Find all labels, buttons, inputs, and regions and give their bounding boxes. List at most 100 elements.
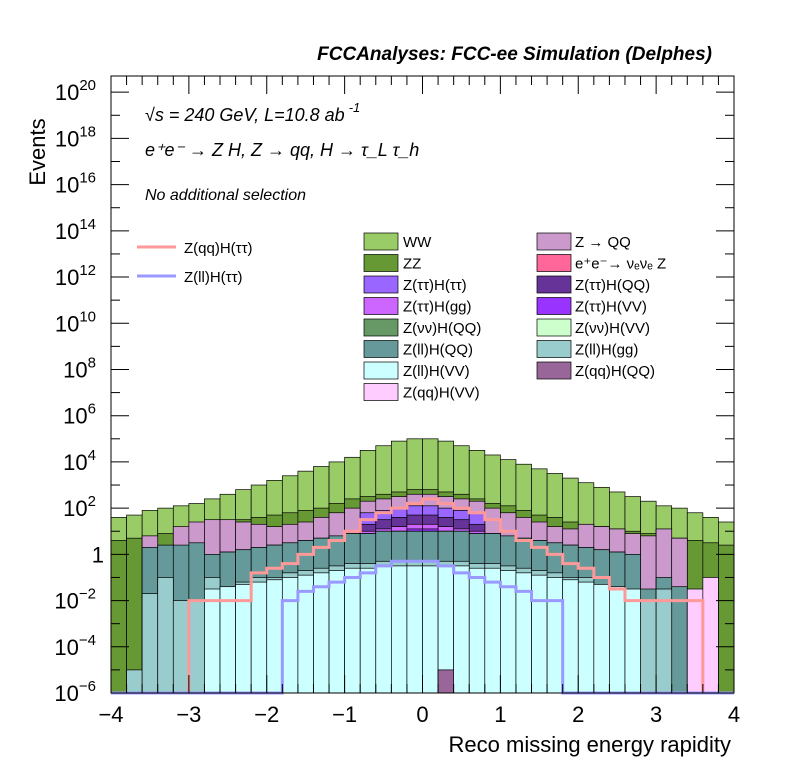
bar-z-ll-h-vv-33 [624,588,641,694]
legend-label: Z(ττ)H(QQ) [575,277,650,294]
bar-z-ll-h-vv-12 [297,574,314,694]
bar-z-ll-h-vv-13 [313,572,330,694]
bar-z-ll-h-vv-23 [468,567,486,694]
bar-z-ll-h-vv-16 [359,567,377,694]
x-tick-label: 2 [572,702,584,727]
x-tick-label: 4 [728,702,740,727]
bar-z-ll-h-vv-29 [562,579,579,694]
bar-z-ll-h-qq-36 [671,586,688,694]
legend-swatch-ww [363,232,399,251]
bar-z-ll-h-vv-6 [204,588,221,694]
bar-z-ll-h-vv-31 [593,584,610,694]
bar-z-ll-h-gg-5 [188,600,205,694]
bar-z-ll-h-vv-28 [546,577,564,694]
legend-swatch-z-h-qq [536,275,572,294]
legend-swatch-z-h-vv [536,318,572,337]
y-tick-label: 106 [63,401,96,429]
series-z-qq-h-qq [437,669,455,694]
legend-swatch-z-h-qq [363,318,399,337]
y-tick-label: 1016 [55,170,96,198]
bar-z-ll-h-vv-27 [531,574,548,694]
energy-annotation: √s = 240 GeV, L=10.8 ab -1 [145,100,360,125]
bar-z-ll-h-vv-20 [422,565,439,694]
bar-z-ll-h-vv-25 [500,570,517,694]
legend-label: Z(ll)H(QQ) [403,342,473,359]
legend-swatch-e-e-z [536,254,572,272]
y-tick-label: 10−2 [54,586,96,614]
legend-label: Z(ll)H(VV) [403,363,470,380]
legend-label: Z(ττ)H(VV) [575,299,647,316]
y-tick-label: 104 [63,447,96,475]
x-axis: −4 −3 −2 −1 0 1 2 3 4 [98,76,740,727]
bar-z-ll-h-gg-1 [126,669,143,694]
series-z-ll-h-vv [204,565,641,694]
legend-swatch-z-qq-h-vv [363,383,399,401]
y-axis-title: Events [25,118,50,185]
bar-z-ll-h-vv-15 [344,567,361,694]
bar-z-ll-h-vv-32 [609,586,626,694]
legend-label: Z → QQ [575,234,631,251]
legend-swatch-z-ll-h-gg [536,340,572,358]
x-tick-label: −1 [332,702,357,727]
legend-label: Z(qq)H(QQ) [575,363,655,380]
legend-swatch-z-ll-h-qq [363,340,399,358]
bar-z-ll-h-vv-14 [328,570,345,694]
legend-swatch-z-ll-h-vv [363,361,399,380]
legend-label: e⁺e⁻→ νₑνₑ Z [575,256,666,273]
legend-swatch-z-qq [536,232,572,251]
y-tick-label: 1014 [55,216,96,244]
bar-z-qq-h-qq-21 [437,669,455,694]
y-tick-label: 10−6 [54,678,96,706]
x-tick-label: 0 [416,702,428,727]
legend-label: Z(ll)H(ττ) [184,269,243,286]
bar-z-ll-h-vv-30 [577,581,595,694]
bar-z-ll-h-gg-4 [172,600,190,694]
bar-z-ll-h-vv-11 [281,577,299,694]
bar-z-ll-h-vv-22 [453,565,470,694]
bar-zz-39 [718,544,735,694]
legend-swatch-z-h-vv [536,297,572,315]
bar-z-ll-h-vv-24 [484,567,501,694]
bar-z-ll-h-gg-34 [640,600,657,694]
selection-annotation: No additional selection [145,187,306,204]
x-tick-label: 3 [650,702,662,727]
legend-label: Z(νν)H(VV) [575,320,650,337]
legend-swatch-z-qq-h-qq [536,361,572,380]
x-tick-label: 1 [494,702,506,727]
x-tick-label: −3 [176,702,201,727]
x-tick-label: −2 [254,702,279,727]
bar-z-ll-h-gg-35 [655,588,673,694]
legend-label: ZZ [403,256,421,273]
y-tick-label: 1010 [55,308,96,336]
y-tick-label: 108 [63,354,96,382]
y-tick-label: 1018 [55,123,96,151]
bar-z-ll-h-vv-17 [375,565,392,694]
x-tick-label: −4 [98,702,123,727]
line-z-qq-h [111,497,734,695]
y-axis: 10−6 10−4 10−2 1 102 104 106 108 1010 1012 1014 101… [54,77,734,706]
legend-label: WW [403,234,432,251]
legend-label: Z(ττ)H(ττ) [403,277,467,294]
y-tick-label: 1020 [55,77,96,105]
y-tick-label: 1 [92,542,104,567]
legend: Z(qq)H(ττ) Z(ll)H(ττ) WW ZZ Z(ττ)H(ττ) Z(ττ)H… [137,232,666,402]
bar-z-ll-h-vv-9 [250,581,268,694]
bar-z-ll-h-vv-7 [219,586,236,694]
bar-z-ll-h-vv-18 [391,565,408,694]
y-tick-label: 102 [63,493,96,521]
process-annotation: e⁺e⁻ → Z H, Z → qq, H → τ_L τ_h [145,140,419,160]
legend-label: Z(ττ)H(gg) [403,299,472,316]
bar-z-ll-h-vv-10 [266,579,283,694]
legend-label: Z(qq)H(ττ) [184,240,253,257]
legend-swatch-zz [363,254,399,272]
bar-z-ll-h-vv-19 [406,565,423,694]
bar-z-qq-h-vv-38 [702,577,719,694]
legend-swatch-z-h [363,275,399,294]
legend-label: Z(ll)H(gg) [575,342,638,359]
y-tick-label: 1012 [55,262,96,290]
x-axis-title: Reco missing energy rapidity [449,732,731,757]
legend-label: Z(qq)H(VV) [403,385,480,402]
legend-swatch-z-h-gg [363,297,399,315]
stacked-histogram [110,438,735,694]
legend-label: Z(νν)H(QQ) [403,320,481,337]
